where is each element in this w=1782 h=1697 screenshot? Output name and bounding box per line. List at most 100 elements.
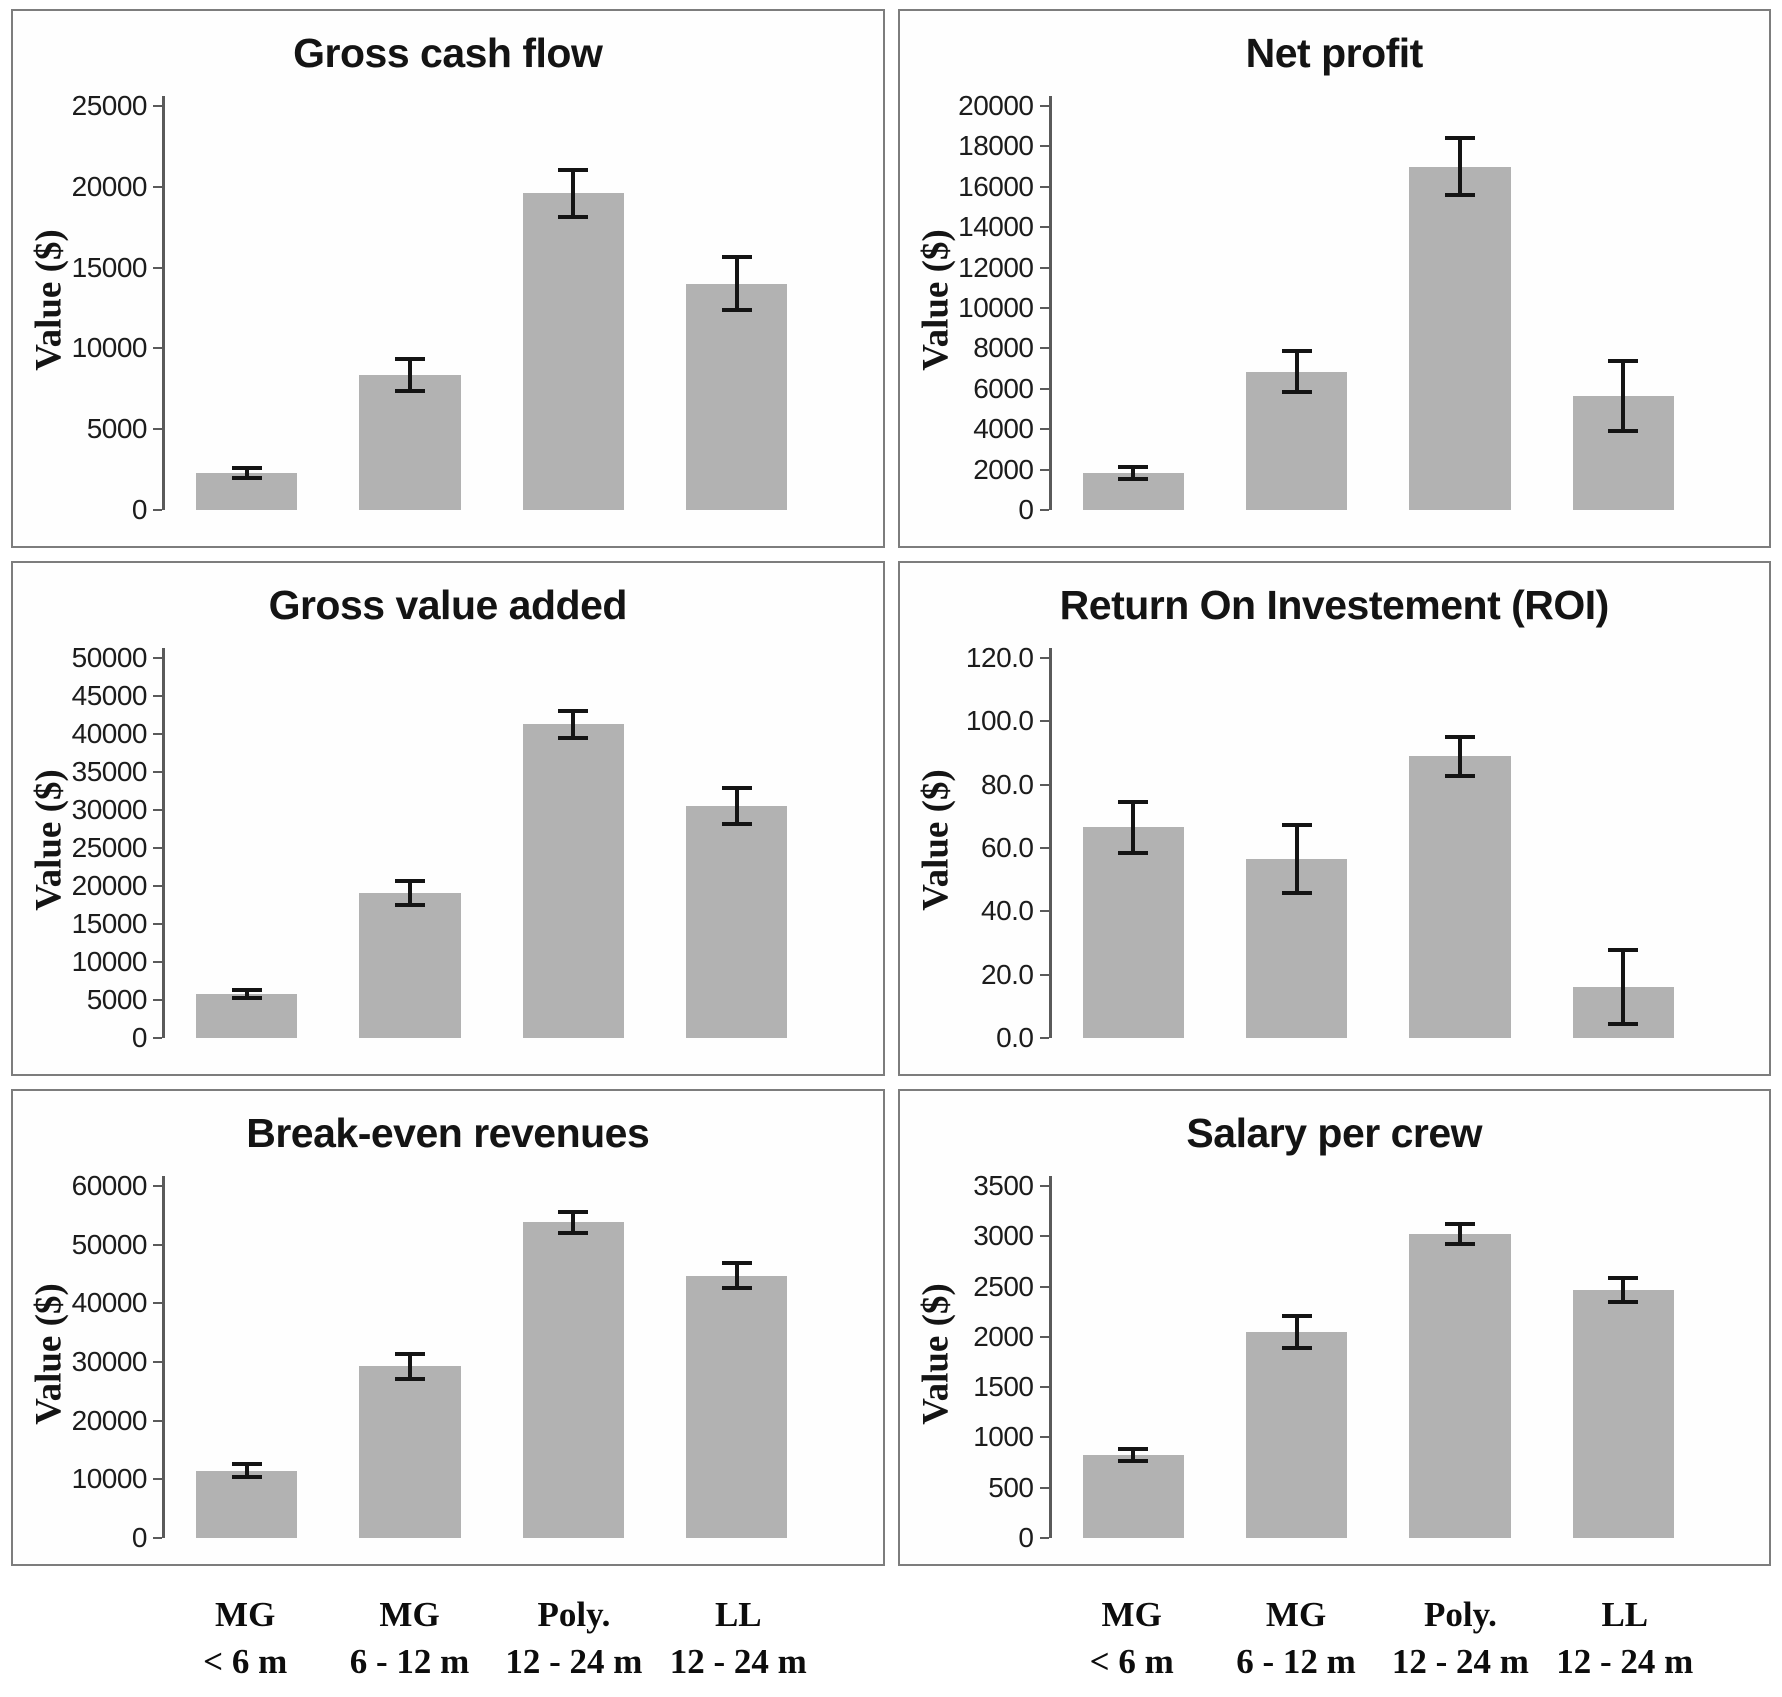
y-tick-label: 30000 bbox=[71, 794, 148, 826]
y-tick-label: 40.0 bbox=[981, 895, 1034, 927]
bar bbox=[1245, 1331, 1348, 1538]
y-tick-mark bbox=[153, 885, 162, 888]
y-tick-label: 50000 bbox=[71, 642, 148, 674]
bar bbox=[1572, 1289, 1674, 1538]
y-tick-mark bbox=[1039, 783, 1049, 786]
y-axis-line bbox=[1048, 1176, 1052, 1538]
plot-zone: 0 5000 10000 15000 20000 25000 30000 35000 40000… bbox=[72, 644, 819, 1052]
error-bar-cap-bottom bbox=[1608, 1022, 1639, 1027]
error-bar bbox=[395, 357, 426, 394]
y-tick-mark bbox=[153, 771, 162, 774]
y-tick-mark bbox=[1039, 226, 1049, 229]
y-tick-label: 5000 bbox=[86, 984, 148, 1016]
y-tick-label: 120.0 bbox=[965, 642, 1034, 674]
error-bar-cap-top bbox=[1608, 358, 1639, 363]
error-bar-cap-top bbox=[1608, 1275, 1639, 1280]
y-tick-mark bbox=[1039, 1235, 1049, 1238]
bar bbox=[686, 805, 788, 1038]
y-tick-label: 16000 bbox=[958, 170, 1034, 202]
error-bar-cap-top bbox=[1118, 464, 1149, 469]
bar bbox=[1082, 827, 1184, 1038]
error-bar-cap-bottom bbox=[1444, 1242, 1475, 1247]
x-category-line1: MG bbox=[1101, 1595, 1162, 1634]
error-bar bbox=[1444, 136, 1475, 197]
y-tick-mark bbox=[153, 509, 162, 511]
error-bar-cap-bottom bbox=[558, 214, 589, 219]
y-tick-label: 20000 bbox=[71, 1404, 148, 1436]
error-bar-cap-bottom bbox=[1608, 1299, 1639, 1304]
error-bar-cap-bottom bbox=[395, 389, 426, 394]
plot-zone: 0.0 20.0 40.0 60.0 80.0 100.0 120.0 bbox=[966, 644, 1706, 1052]
error-bar-cap-top bbox=[721, 1261, 752, 1266]
error-bar bbox=[1281, 823, 1312, 895]
y-tick-mark bbox=[1039, 387, 1049, 390]
y-tick-label: 20000 bbox=[71, 870, 148, 902]
y-tick-label: 3000 bbox=[973, 1220, 1034, 1252]
plot-gross-value-added: Value ($) 0 5000 10000 15000 20000 25000 30000 3… bbox=[13, 642, 883, 1052]
y-tick-label: 35000 bbox=[71, 756, 148, 788]
error-bar-cap-bottom bbox=[1118, 851, 1149, 856]
y-tick-mark bbox=[153, 1037, 162, 1039]
y-axis-line bbox=[162, 96, 165, 510]
y-tick-label: 14000 bbox=[958, 211, 1034, 243]
error-bar-cap-top bbox=[721, 785, 752, 790]
y-tick-mark bbox=[1039, 428, 1049, 431]
x-category-line1: LL bbox=[1601, 1595, 1649, 1634]
x-category-line2: 6 - 12 m bbox=[349, 1642, 470, 1682]
x-category-line2: 12 - 24 m bbox=[1556, 1642, 1694, 1682]
y-tick-mark bbox=[153, 1243, 162, 1246]
y-tick-label: 20.0 bbox=[981, 958, 1034, 990]
plot-zone: 0 10000 20000 30000 40000 50000 60000 bbox=[72, 1172, 819, 1552]
bar bbox=[1409, 1234, 1511, 1538]
y-tick-label: 5000 bbox=[86, 413, 148, 445]
y-tick-mark bbox=[1039, 657, 1049, 660]
bar bbox=[1409, 166, 1511, 510]
y-tick-mark bbox=[1039, 1537, 1049, 1539]
x-category-label: LL 12 - 24 m bbox=[656, 1591, 820, 1697]
y-tick-label: 15000 bbox=[71, 251, 148, 283]
y-axis-line bbox=[1048, 96, 1052, 510]
error-bar-cap-bottom bbox=[395, 902, 426, 907]
error-bar-cap-top bbox=[1444, 734, 1475, 739]
error-bar-cap-top bbox=[231, 466, 262, 471]
x-axis-labels-right: MG < 6 m MG 6 - 12 m Poly. 12 - 24 m LL … bbox=[898, 1579, 1772, 1697]
y-tick-label: 60.0 bbox=[981, 832, 1034, 864]
error-bar-cap-top bbox=[558, 708, 589, 713]
error-bar-cap-bottom bbox=[1608, 429, 1639, 434]
y-tick-label: 10000 bbox=[71, 1463, 148, 1495]
y-tick-label: 0 bbox=[131, 494, 148, 525]
error-bar bbox=[1608, 1275, 1639, 1304]
y-tick-mark bbox=[1039, 910, 1049, 913]
panel-gross-cash-flow: Gross cash flow Value ($) 0 5000 10000 15000… bbox=[11, 9, 885, 548]
x-category-label: Poly. 12 - 24 m bbox=[1378, 1591, 1542, 1697]
error-bar-cap-top bbox=[1444, 1222, 1475, 1227]
y-tick-label: 20000 bbox=[958, 90, 1034, 122]
error-bar-cap-bottom bbox=[231, 1475, 262, 1480]
x-category-label: MG 6 - 12 m bbox=[327, 1591, 491, 1697]
y-tick-mark bbox=[153, 185, 162, 188]
error-bar-cap-top bbox=[721, 255, 752, 260]
y-tick-mark bbox=[1039, 145, 1049, 148]
error-bar-cap-bottom bbox=[1281, 389, 1312, 394]
y-axis-line bbox=[1048, 648, 1052, 1038]
error-bar-cap-bottom bbox=[1118, 476, 1149, 481]
y-tick-label: 20000 bbox=[71, 170, 148, 202]
y-tick-mark bbox=[153, 999, 162, 1002]
error-bar-cap-bottom bbox=[231, 996, 262, 1001]
y-axis-line bbox=[162, 1176, 165, 1538]
error-bar bbox=[721, 1261, 752, 1291]
error-bar-cap-bottom bbox=[721, 1286, 752, 1291]
error-bar-cap-top bbox=[231, 1461, 262, 1466]
x-category-line1: MG bbox=[379, 1595, 440, 1634]
y-tick-label: 10000 bbox=[71, 946, 148, 978]
y-tick-mark bbox=[153, 657, 162, 660]
plot-roi: Value ($) 0.0 20.0 40.0 60.0 80.0 100.0 120.0 bbox=[900, 642, 1770, 1052]
panel-salary-per-crew: Salary per crew Value ($) 0 500 1000 1500 200… bbox=[897, 1089, 1771, 1566]
panel-net-profit: Net profit Value ($) 0 2000 4000 6000 8000 100… bbox=[897, 9, 1771, 548]
y-tick-mark bbox=[1039, 1185, 1049, 1188]
error-bar bbox=[1118, 464, 1149, 481]
x-category-line1: LL bbox=[714, 1595, 762, 1634]
chart-title-gross-value-added: Gross value added bbox=[268, 582, 628, 628]
x-category-label: MG < 6 m bbox=[163, 1591, 327, 1697]
error-bar-cap-bottom bbox=[231, 475, 262, 480]
